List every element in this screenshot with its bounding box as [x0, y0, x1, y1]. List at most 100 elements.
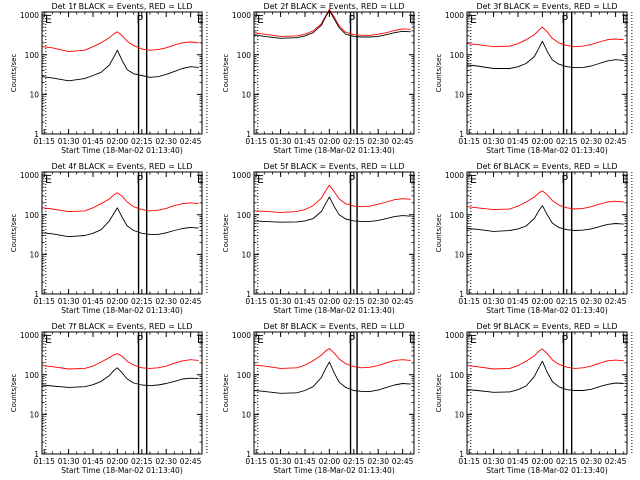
x-tick-label: 02:30: [580, 457, 602, 466]
chart-title: Det 5f BLACK = Events, RED = LLD: [263, 162, 404, 171]
chart-title: Det 2f BLACK = Events, RED = LLD: [263, 2, 404, 11]
x-axis-label: Start Time (18-Mar-02 01:13:40): [273, 146, 395, 155]
y-tick-label: 1000: [20, 171, 39, 180]
y-tick-label: 1: [459, 450, 464, 459]
y-tick-label: 10: [454, 90, 464, 99]
y-tick-label: 1: [246, 290, 251, 299]
y-tick-label: 1000: [445, 171, 464, 180]
region-marker-label: P: [137, 333, 144, 346]
plot-frame: [41, 11, 203, 135]
x-tick-label: 02:45: [392, 457, 414, 466]
x-tick-label: 01:15: [458, 137, 480, 146]
chart-panel-det-7f: Det 7f BLACK = Events, RED = LLD 1 10 100 10…: [10, 322, 208, 475]
x-tick-label: 01:30: [270, 457, 292, 466]
events-series-line: [467, 205, 624, 232]
region-marker-label: E: [45, 173, 52, 186]
events-series-line: [254, 361, 411, 394]
lld-series-line: [254, 8, 411, 37]
x-tick-label: 01:45: [294, 297, 316, 306]
x-tick-label: 01:45: [294, 137, 316, 146]
y-tick-label: 1000: [232, 171, 251, 180]
x-tick-label: 02:00: [107, 457, 129, 466]
y-axis-label: Counts/sec: [222, 214, 230, 253]
region-marker-label: E: [197, 13, 204, 26]
y-tick-label: 1: [246, 450, 251, 459]
lld-series-line: [467, 26, 624, 48]
y-tick-label: 1: [459, 130, 464, 139]
region-marker-label: E: [622, 13, 629, 26]
y-tick-label: 10: [29, 250, 39, 259]
region-marker-label: E: [470, 13, 477, 26]
x-tick-label: 02:45: [392, 297, 414, 306]
x-tick-label: 02:00: [319, 297, 341, 306]
region-marker-label: E: [197, 173, 204, 186]
x-tick-label: 01:30: [58, 137, 80, 146]
y-tick-label: 1000: [20, 331, 39, 340]
region-marker-label: E: [45, 333, 52, 346]
x-tick-label: 02:15: [131, 457, 153, 466]
region-marker-label: P: [349, 333, 356, 346]
lld-series-line: [467, 190, 624, 211]
events-series-line: [254, 196, 411, 223]
plot-frame: [253, 171, 415, 295]
x-tick-label: 02:45: [392, 137, 414, 146]
y-axis-label: Counts/sec: [10, 214, 18, 253]
y-tick-label: 100: [25, 51, 40, 60]
y-tick-label: 1: [459, 290, 464, 299]
lld-series-line: [254, 348, 411, 369]
events-series-line: [42, 49, 199, 82]
x-tick-label: 02:00: [532, 297, 554, 306]
x-tick-label: 02:45: [180, 457, 202, 466]
x-tick-label: 01:45: [507, 457, 529, 466]
plot-frame: [253, 11, 415, 135]
region-marker-label: P: [562, 333, 569, 346]
x-tick-label: 02:30: [367, 297, 389, 306]
region-marker-label: P: [137, 173, 144, 186]
y-tick-label: 100: [25, 211, 40, 220]
y-tick-label: 100: [450, 51, 465, 60]
chart-panel-det-6f: Det 6f BLACK = Events, RED = LLD 1 10 100 10…: [435, 162, 633, 315]
region-marker-label: P: [349, 13, 356, 26]
x-tick-label: 02:15: [556, 297, 578, 306]
chart-title: Det 9f BLACK = Events, RED = LLD: [476, 322, 617, 331]
plot-frame: [466, 331, 628, 455]
y-axis-label: Counts/sec: [435, 54, 443, 93]
region-marker-label: E: [45, 13, 52, 26]
y-tick-label: 10: [454, 250, 464, 259]
y-tick-label: 10: [241, 250, 251, 259]
x-tick-label: 01:45: [507, 137, 529, 146]
y-axis-label: Counts/sec: [10, 54, 18, 93]
x-tick-label: 02:15: [343, 457, 365, 466]
region-marker-label: E: [257, 333, 264, 346]
x-tick-label: 02:15: [131, 297, 153, 306]
y-tick-label: 1000: [232, 11, 251, 20]
x-tick-label: 02:45: [180, 137, 202, 146]
y-tick-label: 100: [237, 51, 252, 60]
y-axis-label: Counts/sec: [222, 54, 230, 93]
lld-series-line: [42, 31, 199, 53]
chart-title: Det 3f BLACK = Events, RED = LLD: [476, 2, 617, 11]
plot-frame: [466, 11, 628, 135]
region-marker-label: E: [470, 333, 477, 346]
plot-frame: [466, 171, 628, 295]
x-axis-label: Start Time (18-Mar-02 01:13:40): [486, 466, 608, 475]
events-series-line: [467, 40, 624, 69]
y-tick-label: 1000: [445, 331, 464, 340]
x-axis-label: Start Time (18-Mar-02 01:13:40): [486, 306, 608, 315]
region-marker-label: E: [197, 333, 204, 346]
x-tick-label: 01:15: [458, 297, 480, 306]
y-tick-label: 10: [29, 410, 39, 419]
y-axis-label: Counts/sec: [222, 374, 230, 413]
x-tick-label: 01:30: [58, 457, 80, 466]
x-axis-label: Start Time (18-Mar-02 01:13:40): [273, 466, 395, 475]
region-marker-label: E: [470, 173, 477, 186]
x-tick-label: 01:30: [270, 297, 292, 306]
x-tick-label: 02:15: [556, 457, 578, 466]
x-tick-label: 02:30: [367, 457, 389, 466]
x-tick-label: 01:30: [58, 297, 80, 306]
y-tick-label: 10: [241, 90, 251, 99]
chart-title: Det 1f BLACK = Events, RED = LLD: [51, 2, 192, 11]
region-marker-label: P: [562, 173, 569, 186]
x-tick-label: 01:15: [33, 137, 55, 146]
events-series-line: [467, 360, 624, 393]
